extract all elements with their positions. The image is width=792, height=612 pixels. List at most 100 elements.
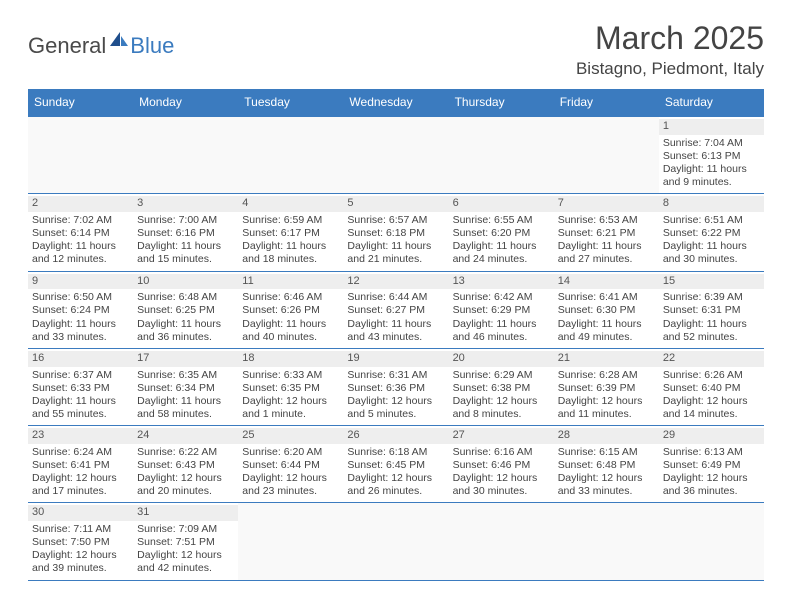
sunrise-text: Sunrise: 6:50 AM [32,291,129,304]
dl1-text: Daylight: 12 hours [137,549,234,562]
day-cell: 28Sunrise: 6:15 AMSunset: 6:48 PMDayligh… [554,426,659,502]
sunrise-text: Sunrise: 7:04 AM [663,137,760,150]
day-number: 14 [554,274,659,290]
sunrise-text: Sunrise: 6:39 AM [663,291,760,304]
day-cell [238,117,343,193]
dl2-text: and 39 minutes. [32,562,129,575]
sunrise-text: Sunrise: 6:59 AM [242,214,339,227]
dl2-text: and 55 minutes. [32,408,129,421]
logo-text-blue: Blue [130,33,174,59]
day-cell: 27Sunrise: 6:16 AMSunset: 6:46 PMDayligh… [449,426,554,502]
day-number: 7 [554,196,659,212]
sunset-text: Sunset: 6:40 PM [663,382,760,395]
dl1-text: Daylight: 11 hours [137,318,234,331]
day-number: 30 [28,505,133,521]
week-row: 1Sunrise: 7:04 AMSunset: 6:13 PMDaylight… [28,117,764,194]
day-number: 12 [343,274,448,290]
day-number: 4 [238,196,343,212]
day-number: 8 [659,196,764,212]
dl2-text: and 12 minutes. [32,253,129,266]
day-cell [554,503,659,579]
day-number: 24 [133,428,238,444]
sunrise-text: Sunrise: 6:41 AM [558,291,655,304]
day-cell: 15Sunrise: 6:39 AMSunset: 6:31 PMDayligh… [659,272,764,348]
day-cell: 3Sunrise: 7:00 AMSunset: 6:16 PMDaylight… [133,194,238,270]
dl1-text: Daylight: 11 hours [453,240,550,253]
day-cell: 17Sunrise: 6:35 AMSunset: 6:34 PMDayligh… [133,349,238,425]
sunrise-text: Sunrise: 6:20 AM [242,446,339,459]
dl1-text: Daylight: 11 hours [242,240,339,253]
dl1-text: Daylight: 11 hours [347,240,444,253]
day-cell: 24Sunrise: 6:22 AMSunset: 6:43 PMDayligh… [133,426,238,502]
day-number: 9 [28,274,133,290]
day-cell: 21Sunrise: 6:28 AMSunset: 6:39 PMDayligh… [554,349,659,425]
dl1-text: Daylight: 12 hours [558,395,655,408]
day-number: 28 [554,428,659,444]
sunrise-text: Sunrise: 6:37 AM [32,369,129,382]
sunrise-text: Sunrise: 6:42 AM [453,291,550,304]
dl2-text: and 30 minutes. [663,253,760,266]
dl2-text: and 58 minutes. [137,408,234,421]
sunset-text: Sunset: 7:50 PM [32,536,129,549]
sunset-text: Sunset: 7:51 PM [137,536,234,549]
sunrise-text: Sunrise: 6:16 AM [453,446,550,459]
title-block: March 2025 Bistagno, Piedmont, Italy [576,20,764,79]
sunset-text: Sunset: 6:17 PM [242,227,339,240]
day-number: 6 [449,196,554,212]
day-cell: 30Sunrise: 7:11 AMSunset: 7:50 PMDayligh… [28,503,133,579]
dl1-text: Daylight: 11 hours [137,240,234,253]
day-cell [449,117,554,193]
dl2-text: and 43 minutes. [347,331,444,344]
dl2-text: and 17 minutes. [32,485,129,498]
day-cell: 8Sunrise: 6:51 AMSunset: 6:22 PMDaylight… [659,194,764,270]
sunrise-text: Sunrise: 6:31 AM [347,369,444,382]
day-cell: 19Sunrise: 6:31 AMSunset: 6:36 PMDayligh… [343,349,448,425]
day-cell: 23Sunrise: 6:24 AMSunset: 6:41 PMDayligh… [28,426,133,502]
dl2-text: and 15 minutes. [137,253,234,266]
dl2-text: and 40 minutes. [242,331,339,344]
weekday-label: Monday [133,89,238,115]
dl1-text: Daylight: 12 hours [453,472,550,485]
dl2-text: and 8 minutes. [453,408,550,421]
day-cell: 29Sunrise: 6:13 AMSunset: 6:49 PMDayligh… [659,426,764,502]
day-number: 16 [28,351,133,367]
dl1-text: Daylight: 11 hours [347,318,444,331]
day-cell: 2Sunrise: 7:02 AMSunset: 6:14 PMDaylight… [28,194,133,270]
day-number: 10 [133,274,238,290]
dl2-text: and 11 minutes. [558,408,655,421]
sunrise-text: Sunrise: 6:33 AM [242,369,339,382]
sunrise-text: Sunrise: 6:26 AM [663,369,760,382]
day-cell: 1Sunrise: 7:04 AMSunset: 6:13 PMDaylight… [659,117,764,193]
sunset-text: Sunset: 6:31 PM [663,304,760,317]
sunset-text: Sunset: 6:45 PM [347,459,444,472]
sunset-text: Sunset: 6:41 PM [32,459,129,472]
sunrise-text: Sunrise: 6:29 AM [453,369,550,382]
dl2-text: and 46 minutes. [453,331,550,344]
sunset-text: Sunset: 6:35 PM [242,382,339,395]
dl2-text: and 18 minutes. [242,253,339,266]
week-row: 30Sunrise: 7:11 AMSunset: 7:50 PMDayligh… [28,503,764,580]
sunset-text: Sunset: 6:21 PM [558,227,655,240]
day-cell: 12Sunrise: 6:44 AMSunset: 6:27 PMDayligh… [343,272,448,348]
dl1-text: Daylight: 12 hours [347,395,444,408]
day-cell: 26Sunrise: 6:18 AMSunset: 6:45 PMDayligh… [343,426,448,502]
sunrise-text: Sunrise: 6:24 AM [32,446,129,459]
sunset-text: Sunset: 6:27 PM [347,304,444,317]
sunset-text: Sunset: 6:20 PM [453,227,550,240]
dl1-text: Daylight: 12 hours [663,472,760,485]
day-cell: 20Sunrise: 6:29 AMSunset: 6:38 PMDayligh… [449,349,554,425]
dl1-text: Daylight: 12 hours [663,395,760,408]
day-cell: 5Sunrise: 6:57 AMSunset: 6:18 PMDaylight… [343,194,448,270]
page-title: March 2025 [576,20,764,57]
day-number: 2 [28,196,133,212]
day-cell: 7Sunrise: 6:53 AMSunset: 6:21 PMDaylight… [554,194,659,270]
day-cell [238,503,343,579]
sunset-text: Sunset: 6:22 PM [663,227,760,240]
dl2-text: and 24 minutes. [453,253,550,266]
day-number: 21 [554,351,659,367]
week-row: 9Sunrise: 6:50 AMSunset: 6:24 PMDaylight… [28,272,764,349]
weekday-label: Sunday [28,89,133,115]
week-row: 2Sunrise: 7:02 AMSunset: 6:14 PMDaylight… [28,194,764,271]
sunset-text: Sunset: 6:16 PM [137,227,234,240]
sunrise-text: Sunrise: 6:48 AM [137,291,234,304]
